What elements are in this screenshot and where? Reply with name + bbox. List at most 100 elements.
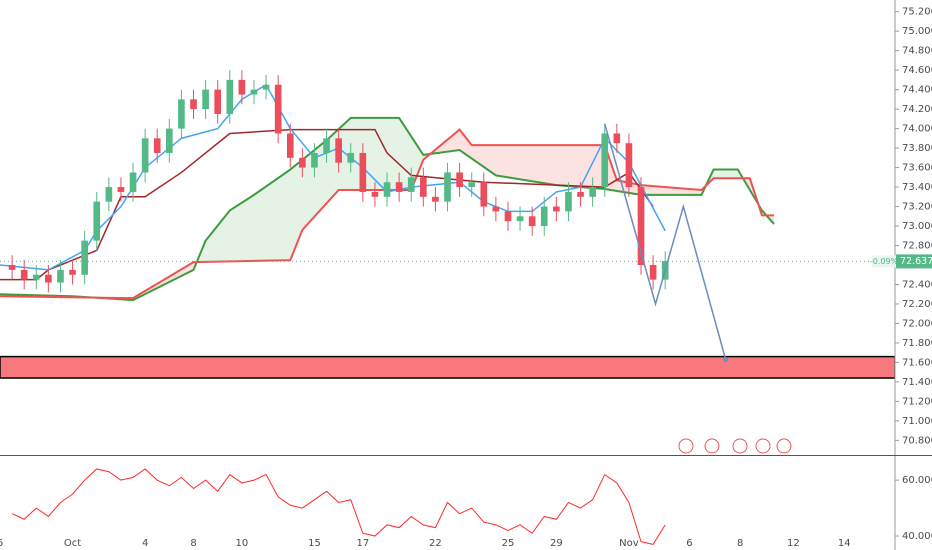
span-a xyxy=(0,116,775,302)
candle-body xyxy=(419,177,427,197)
candle-body xyxy=(395,182,403,192)
cloud-bull-fill xyxy=(0,117,775,299)
y-tick-label: 74.800 xyxy=(902,46,932,57)
y-tick-label: 73.200 xyxy=(902,202,932,213)
y-tick-label: 72.400 xyxy=(902,279,932,290)
y-tick-label: 73.800 xyxy=(902,143,932,154)
candle-body xyxy=(577,191,584,197)
event-flags xyxy=(678,438,792,454)
candle-body xyxy=(165,128,173,153)
x-tick-label: 17 xyxy=(356,538,369,549)
candle-body xyxy=(347,152,355,163)
x-tick-label: 6 xyxy=(0,538,3,549)
candle-body xyxy=(311,152,318,168)
candle-body xyxy=(456,172,463,188)
candle-body xyxy=(93,201,101,241)
y-tick-label: 72.800 xyxy=(902,241,932,252)
candle-body xyxy=(250,89,258,95)
forecast-path xyxy=(604,123,727,360)
last-price-box xyxy=(896,254,932,269)
candle-body xyxy=(444,172,451,202)
y-tick-label: 71.800 xyxy=(902,338,932,349)
candle-body xyxy=(178,99,185,129)
candle-body xyxy=(540,206,548,227)
candle-body xyxy=(492,206,500,212)
candle-body xyxy=(190,99,197,110)
y-tick-label: 71.200 xyxy=(902,396,932,407)
candle-body xyxy=(105,187,113,202)
y-tick-label: 71.600 xyxy=(902,357,932,368)
rsi-tick-label: 40.000 xyxy=(902,531,932,542)
candle-body xyxy=(286,133,294,158)
candle-body xyxy=(81,240,88,275)
candle-body xyxy=(480,182,488,207)
y-tick-label: 72.200 xyxy=(902,299,932,310)
candle-body xyxy=(214,89,222,114)
candle-body xyxy=(432,196,439,202)
y-tick-label: 74.600 xyxy=(902,65,932,76)
candle-body xyxy=(141,138,149,173)
candle-body xyxy=(226,79,234,114)
x-tick-label: 6 xyxy=(686,538,692,549)
candle-body xyxy=(335,138,342,163)
y-tick-label: 73.400 xyxy=(902,182,932,193)
rsi-line xyxy=(11,468,666,545)
x-tick-label: 4 xyxy=(142,538,148,549)
candle-body xyxy=(565,191,572,212)
y-tick-label: 71.400 xyxy=(902,377,932,388)
rsi-tick-label: 60.000 xyxy=(902,475,932,486)
x-tick-label: Oct xyxy=(64,538,81,549)
change-box xyxy=(872,255,896,268)
price-pane xyxy=(0,70,895,379)
candle-body xyxy=(359,152,367,192)
y-tick-label: 74.200 xyxy=(902,104,932,115)
candle-body xyxy=(383,182,391,197)
candle-body xyxy=(153,138,161,153)
y-tick-label: 71.000 xyxy=(902,416,932,427)
y-tick-label: 73.000 xyxy=(902,221,932,232)
x-tick-label: 8 xyxy=(737,538,743,549)
y-tick-label: 70.800 xyxy=(902,435,932,446)
candle-body xyxy=(528,216,536,227)
candle-body xyxy=(117,187,125,192)
y-tick-label: 75.000 xyxy=(902,26,932,37)
candle-body xyxy=(516,216,524,222)
candle-body xyxy=(601,133,609,188)
support-zone xyxy=(0,355,895,379)
candle-body xyxy=(407,177,415,192)
candle-body xyxy=(57,269,64,283)
x-tick-label: 12 xyxy=(787,538,800,549)
candle-body xyxy=(45,274,52,283)
y-tick-label: 74.400 xyxy=(902,85,932,96)
candle-body xyxy=(625,143,633,188)
y-tick-label: 74.000 xyxy=(902,124,932,135)
rsi-pane xyxy=(11,468,666,545)
candle-body xyxy=(649,265,657,280)
change-label: -0.09% xyxy=(870,257,899,266)
flag xyxy=(704,438,720,454)
candle-body xyxy=(238,79,246,95)
candle-body xyxy=(202,89,209,110)
flag xyxy=(678,438,694,454)
forecast-end xyxy=(723,357,729,363)
candle-body xyxy=(32,274,40,280)
x-tick-label: 25 xyxy=(502,538,515,549)
candle-body xyxy=(20,269,28,280)
x-tick-label: Nov xyxy=(619,538,639,549)
x-tick-label: 15 xyxy=(308,538,321,549)
flag xyxy=(755,438,771,454)
x-tick-label: 29 xyxy=(550,538,563,549)
x-tick-label: 8 xyxy=(190,538,196,549)
candle-body xyxy=(299,157,306,168)
candle-body xyxy=(613,133,621,144)
y-tick-label: 72.000 xyxy=(902,318,932,329)
x-tick-label: 10 xyxy=(236,538,249,549)
candle-body xyxy=(504,211,512,222)
candle-body xyxy=(8,265,16,270)
last-price-label: 72.637 xyxy=(900,256,932,267)
y-tick-label: 73.600 xyxy=(902,163,932,174)
candle-body xyxy=(589,187,596,197)
x-tick-label: 14 xyxy=(838,538,851,549)
